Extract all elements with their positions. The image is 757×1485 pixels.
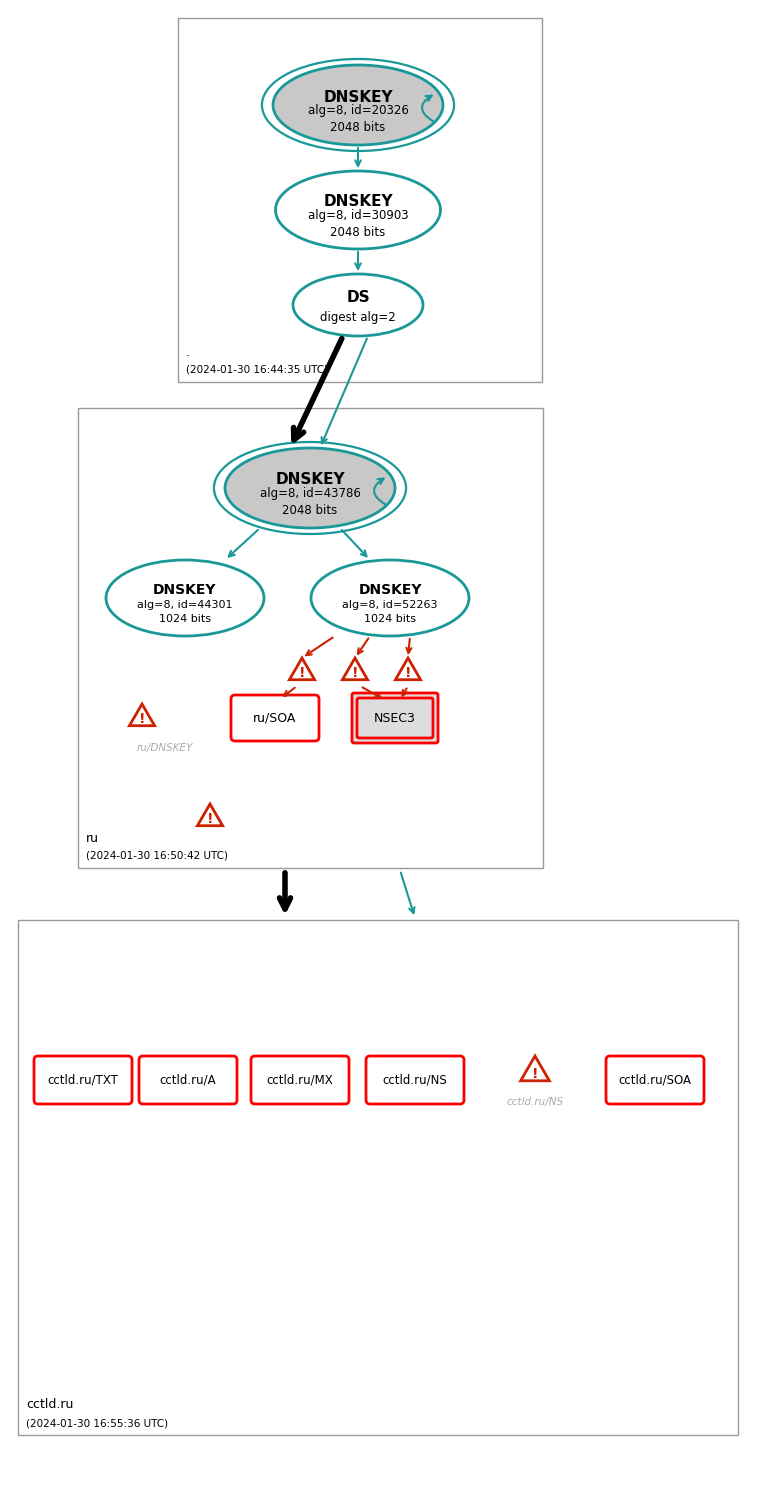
Text: DS: DS xyxy=(346,290,370,304)
Text: NSEC3: NSEC3 xyxy=(374,711,416,725)
Text: !: ! xyxy=(531,1066,538,1081)
FancyBboxPatch shape xyxy=(357,698,433,738)
Text: DNSKEY: DNSKEY xyxy=(323,195,393,209)
Text: cctld.ru/NS: cctld.ru/NS xyxy=(382,1074,447,1087)
Polygon shape xyxy=(129,704,154,726)
Text: cctld.ru/A: cctld.ru/A xyxy=(160,1074,217,1087)
Polygon shape xyxy=(289,658,315,680)
Text: DNSKEY: DNSKEY xyxy=(276,472,344,487)
Text: !: ! xyxy=(139,713,145,726)
Text: digest alg=2: digest alg=2 xyxy=(320,310,396,324)
Ellipse shape xyxy=(225,448,395,529)
Ellipse shape xyxy=(106,560,264,636)
Text: (2024-01-30 16:55:36 UTC): (2024-01-30 16:55:36 UTC) xyxy=(26,1418,168,1429)
FancyBboxPatch shape xyxy=(139,1056,237,1103)
FancyBboxPatch shape xyxy=(34,1056,132,1103)
FancyBboxPatch shape xyxy=(606,1056,704,1103)
Polygon shape xyxy=(198,803,223,826)
Ellipse shape xyxy=(273,65,443,146)
Polygon shape xyxy=(342,658,368,680)
FancyBboxPatch shape xyxy=(352,693,438,742)
Bar xyxy=(78,408,543,869)
Text: !: ! xyxy=(405,667,411,680)
Text: alg=8, id=44301
1024 bits: alg=8, id=44301 1024 bits xyxy=(137,600,232,624)
Text: alg=8, id=52263
1024 bits: alg=8, id=52263 1024 bits xyxy=(342,600,438,624)
Text: (2024-01-30 16:44:35 UTC): (2024-01-30 16:44:35 UTC) xyxy=(186,365,328,376)
Text: cctld.ru/TXT: cctld.ru/TXT xyxy=(48,1074,118,1087)
Polygon shape xyxy=(395,658,421,680)
Bar xyxy=(18,921,738,1435)
Text: DNSKEY: DNSKEY xyxy=(323,89,393,104)
Text: cctld.ru/SOA: cctld.ru/SOA xyxy=(618,1074,691,1087)
Text: alg=8, id=30903
2048 bits: alg=8, id=30903 2048 bits xyxy=(307,209,408,239)
Text: .: . xyxy=(186,346,190,358)
Text: cctld.ru: cctld.ru xyxy=(26,1399,73,1412)
Text: alg=8, id=43786
2048 bits: alg=8, id=43786 2048 bits xyxy=(260,487,360,517)
FancyBboxPatch shape xyxy=(366,1056,464,1103)
Text: ru: ru xyxy=(86,832,99,845)
Text: DNSKEY: DNSKEY xyxy=(153,584,217,597)
Text: cctld.ru/NS: cctld.ru/NS xyxy=(506,1097,563,1106)
Text: !: ! xyxy=(207,812,213,826)
Text: ru/DNSKEY: ru/DNSKEY xyxy=(137,742,193,753)
FancyBboxPatch shape xyxy=(231,695,319,741)
Text: !: ! xyxy=(299,667,305,680)
Ellipse shape xyxy=(276,171,441,249)
Bar xyxy=(178,18,542,382)
Text: cctld.ru/MX: cctld.ru/MX xyxy=(266,1074,333,1087)
Text: !: ! xyxy=(352,667,358,680)
FancyBboxPatch shape xyxy=(251,1056,349,1103)
Text: alg=8, id=20326
2048 bits: alg=8, id=20326 2048 bits xyxy=(307,104,409,134)
Ellipse shape xyxy=(311,560,469,636)
Ellipse shape xyxy=(293,275,423,336)
Text: DNSKEY: DNSKEY xyxy=(358,584,422,597)
Text: ru/SOA: ru/SOA xyxy=(254,711,297,725)
Polygon shape xyxy=(521,1056,550,1081)
Text: (2024-01-30 16:50:42 UTC): (2024-01-30 16:50:42 UTC) xyxy=(86,851,228,861)
